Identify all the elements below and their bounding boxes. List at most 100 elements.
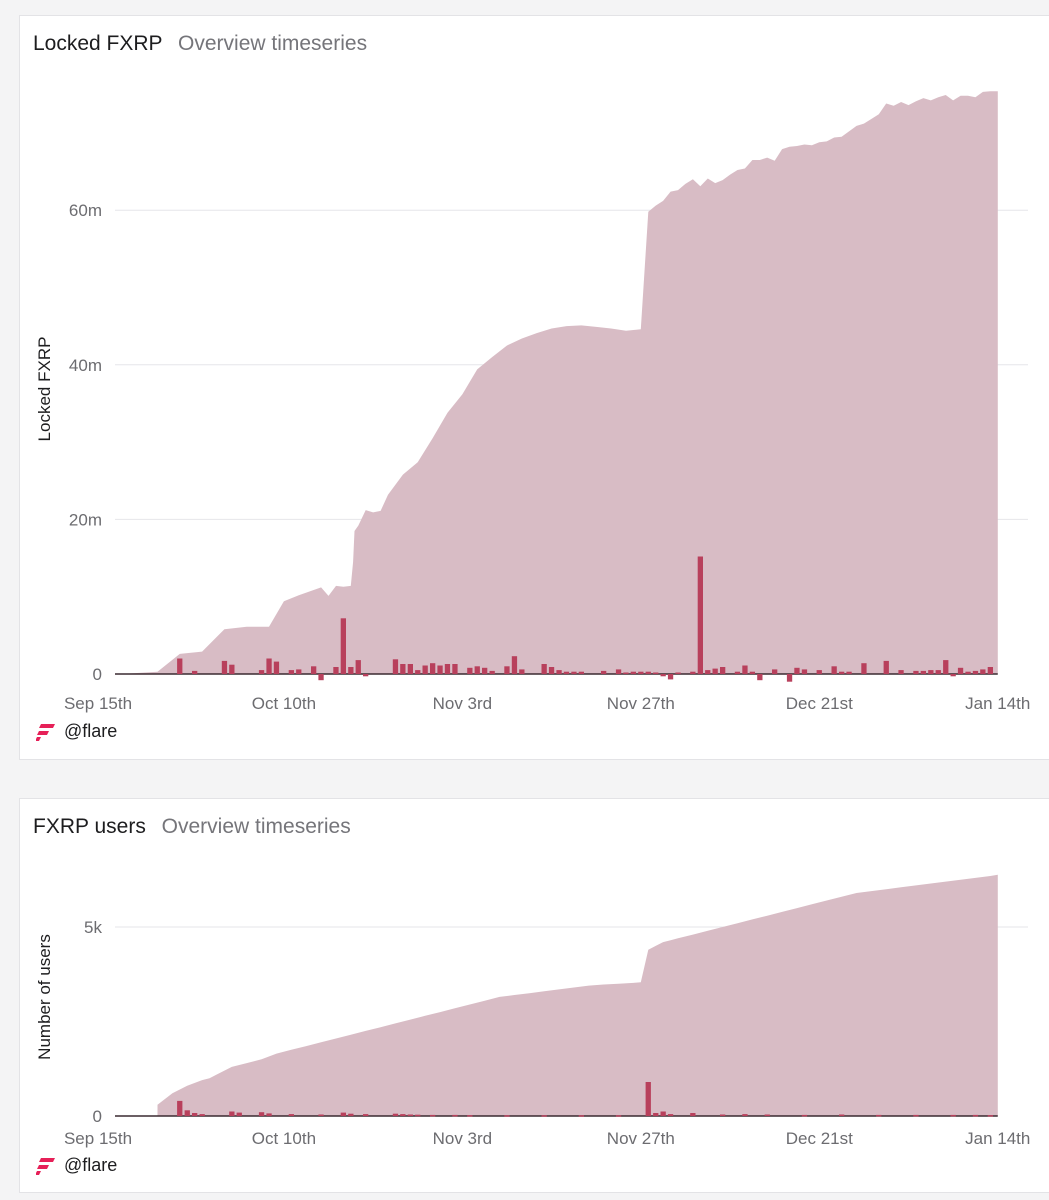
bar — [430, 1114, 436, 1117]
bar — [690, 1113, 696, 1116]
bar — [563, 671, 570, 674]
bar — [913, 1114, 919, 1117]
x-tick-label: Jan 14th — [965, 694, 1030, 713]
x-tick-label: Nov 3rd — [433, 1129, 493, 1148]
bar — [920, 670, 926, 674]
bar — [504, 1115, 510, 1117]
x-tick-label: Sep 15th — [64, 694, 132, 713]
bar — [987, 1115, 993, 1117]
bar — [184, 1110, 190, 1116]
bar — [318, 674, 324, 681]
bar — [571, 671, 577, 674]
bar — [177, 658, 183, 674]
bar — [786, 674, 793, 682]
bar — [749, 671, 755, 674]
bar — [883, 660, 889, 674]
x-tick-label: Nov 27th — [607, 694, 675, 713]
bar — [675, 672, 681, 674]
bar — [667, 674, 674, 680]
bar — [957, 667, 964, 674]
bar — [229, 664, 235, 674]
bar — [504, 666, 510, 674]
bar — [935, 670, 941, 674]
x-tick-label: Dec 21st — [786, 1129, 853, 1148]
bar — [801, 669, 808, 674]
flare-logo-icon — [36, 1157, 55, 1175]
bar — [928, 670, 934, 674]
bar — [623, 672, 629, 674]
bar — [236, 1112, 242, 1116]
bar — [192, 670, 198, 674]
bar — [734, 671, 741, 674]
bar — [474, 666, 480, 674]
bar — [467, 667, 473, 674]
bar — [876, 1114, 882, 1117]
bar — [630, 671, 636, 674]
fxrp-users-chart: 0 5k Sep 15th Oct 10th Nov 3rd Nov 27th Dec 21… — [35, 874, 1030, 1148]
bar — [972, 670, 979, 674]
fxrp-users-card: FXRP users Overview timeseries 0 5k Sep 15… — [19, 798, 1049, 1193]
bar — [452, 1114, 458, 1117]
chart-subtitle: Overview timeseries — [178, 32, 368, 55]
bar — [742, 665, 748, 674]
bar — [482, 667, 488, 674]
locked-fxrp-chart: 0 20m 40m 60m Sep 15th Oct 10th Nov 3rd Nov 27t… — [35, 91, 1030, 713]
x-tick-label: Jan 14th — [965, 1129, 1030, 1148]
bar — [548, 667, 555, 674]
bar — [697, 556, 703, 674]
bar — [801, 1114, 808, 1117]
bar — [348, 667, 354, 674]
bar — [311, 666, 317, 674]
bar — [772, 669, 778, 674]
bar — [177, 1100, 183, 1116]
bar — [645, 671, 651, 674]
bar — [578, 1115, 584, 1117]
bar — [422, 665, 428, 674]
x-tick-label: Nov 3rd — [433, 694, 493, 713]
bar — [638, 671, 644, 674]
bar — [720, 1114, 726, 1116]
bar — [720, 667, 726, 674]
bar — [288, 1114, 294, 1116]
bar — [192, 1113, 198, 1116]
x-tick-label: Oct 10th — [252, 1129, 316, 1148]
bar — [340, 1112, 346, 1116]
bar — [913, 670, 919, 674]
bar — [318, 1114, 324, 1116]
bar — [444, 664, 451, 674]
branding[interactable]: @flare — [36, 1155, 117, 1176]
branding[interactable]: @flare — [36, 721, 117, 742]
bar — [690, 671, 696, 674]
bar — [400, 664, 406, 674]
bar — [229, 1111, 235, 1116]
y-tick-label: 5k — [84, 918, 102, 937]
bar — [705, 670, 711, 674]
bar — [965, 671, 971, 674]
bar — [653, 672, 659, 674]
bar — [831, 666, 837, 674]
bar — [407, 664, 413, 674]
area-series — [120, 91, 998, 674]
bar — [363, 1114, 369, 1116]
bar — [333, 667, 339, 674]
bar — [489, 670, 495, 674]
chart-title: Locked FXRP — [33, 32, 163, 55]
bar — [943, 660, 949, 674]
bar — [660, 674, 666, 677]
bar — [273, 661, 280, 674]
bar — [288, 670, 294, 674]
bar — [541, 1115, 547, 1117]
bar — [430, 663, 436, 674]
bar — [980, 669, 986, 674]
bar — [266, 658, 272, 674]
bar — [452, 664, 458, 674]
x-tick-label: Nov 27th — [607, 1129, 675, 1148]
bar — [221, 660, 228, 674]
locked-fxrp-card: Locked FXRP Overview timeseries 0 20m 40m 6… — [19, 15, 1049, 760]
bar — [950, 674, 956, 677]
bar — [653, 1113, 659, 1116]
bar — [348, 1113, 354, 1116]
bar — [511, 656, 518, 674]
y-axis-label: Locked FXRP — [35, 337, 54, 442]
bar — [712, 668, 718, 674]
